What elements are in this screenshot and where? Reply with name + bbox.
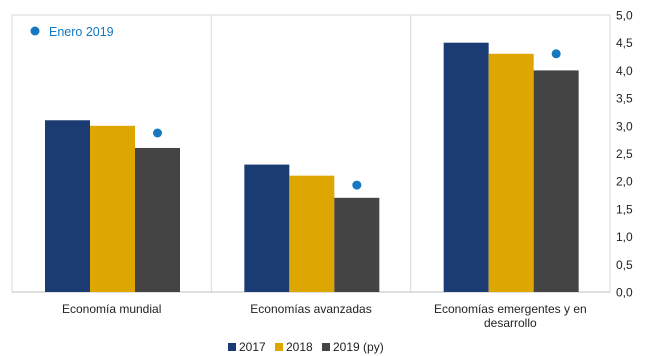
x-category-label: Economías emergentes y en desarrollo — [434, 302, 587, 330]
y-tick-label: 2,5 — [616, 147, 633, 161]
y-tick-label: 3,0 — [616, 119, 633, 133]
y-tick-label: 2,0 — [616, 175, 633, 189]
legend-swatch — [275, 343, 283, 351]
bar-2017-1 — [45, 120, 90, 292]
enero-2019-marker-2 — [352, 180, 362, 190]
y-axis-ticks: 0,0 0,5 1,0 1,5 2,0 2,5 3,0 3,5 4,0 4,5 5,0 — [616, 9, 633, 300]
bar-2018-1 — [90, 125, 135, 292]
y-tick-label: 0,0 — [616, 286, 633, 300]
y-tick-label: 1,0 — [616, 230, 633, 244]
x-axis-labels: Economía mundial Economías avanzadas Econo… — [62, 302, 587, 330]
x-category-label: Economía mundial — [62, 302, 161, 316]
y-tick-label: 0,5 — [616, 258, 633, 272]
bar-2018-3 — [488, 53, 534, 292]
legend-swatch — [322, 343, 330, 351]
legend: 2017 2018 2019 (py) — [228, 340, 384, 354]
x-category-label: Economías avanzadas — [250, 302, 371, 316]
marker-legend-dot — [30, 26, 40, 36]
bar-2018-2 — [289, 175, 335, 292]
category-separators — [210, 15, 412, 292]
bars — [45, 42, 579, 293]
bar-2017-3 — [443, 42, 489, 293]
y-tick-label: 5,0 — [616, 9, 633, 23]
y-tick-label: 4,0 — [616, 64, 633, 78]
bar-2019py-3 — [533, 70, 579, 293]
enero-2019-marker-1 — [153, 128, 162, 138]
marker-legend: Enero 2019 — [30, 25, 114, 39]
legend-swatch — [228, 343, 236, 351]
y-tick-label: 3,5 — [616, 92, 633, 106]
legend-label: 2017 — [239, 340, 266, 354]
bar-2017-2 — [244, 164, 290, 292]
bar-2019py-1 — [135, 147, 180, 292]
enero-2019-markers — [153, 49, 561, 190]
y-tick-label: 4,5 — [616, 36, 633, 50]
marker-legend-label: Enero 2019 — [49, 25, 114, 39]
y-tick-label: 1,5 — [616, 202, 633, 216]
legend-label: 2018 — [286, 340, 313, 354]
enero-2019-marker-3 — [551, 49, 561, 59]
legend-label: 2019 (py) — [333, 340, 384, 354]
bar-2019py-2 — [334, 197, 380, 292]
